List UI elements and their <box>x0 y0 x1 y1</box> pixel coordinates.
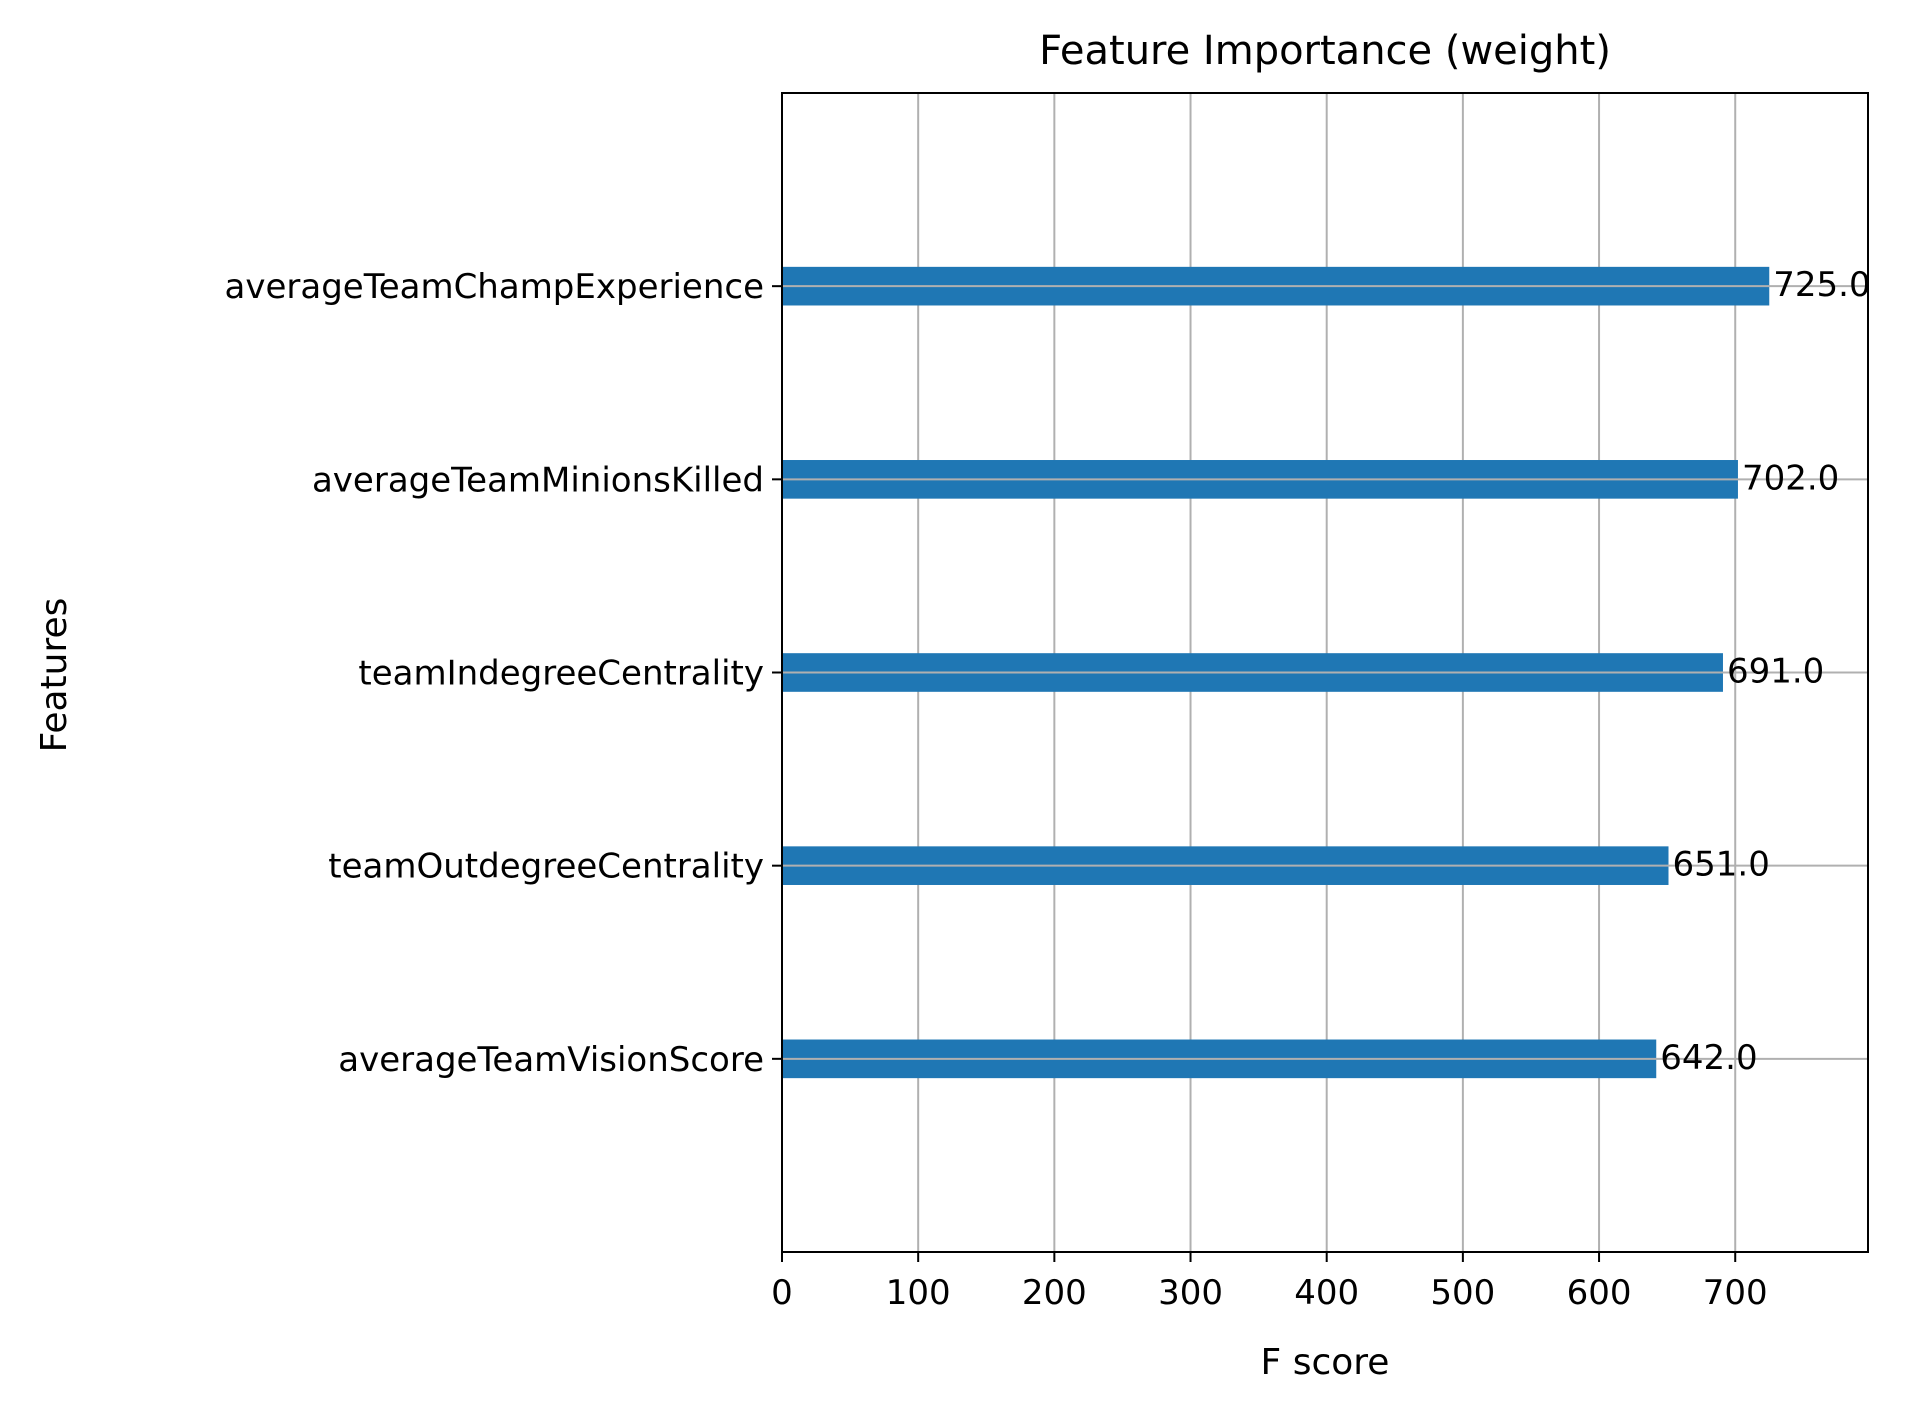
x-tick-label: 0 <box>771 1273 793 1313</box>
y-axis-ticks: averageTeamVisionScore teamOutdegreeCentr… <box>225 267 782 1080</box>
y-tick-label: averageTeamVisionScore <box>338 1040 764 1080</box>
bar-value-label: 691.0 <box>1727 652 1824 692</box>
x-tick-label: 700 <box>1703 1273 1768 1313</box>
x-tick-label: 100 <box>886 1273 951 1313</box>
y-tick-label: averageTeamMinionsKilled <box>312 460 764 500</box>
y-tick-label: teamOutdegreeCentrality <box>328 847 764 887</box>
chart-title: Feature Importance (weight) <box>1039 28 1611 74</box>
y-tick-label: averageTeamChampExperience <box>225 267 764 307</box>
x-tick-label: 400 <box>1294 1273 1359 1313</box>
horizontal-grid-lines <box>782 285 1868 1060</box>
x-tick-label: 600 <box>1567 1273 1632 1313</box>
bar-value-label: 651.0 <box>1673 845 1770 885</box>
bar-value-label: 642.0 <box>1660 1038 1757 1078</box>
bar-value-label: 702.0 <box>1742 458 1839 498</box>
x-tick-label: 300 <box>1158 1273 1223 1313</box>
x-tick-label: 500 <box>1430 1273 1495 1313</box>
y-axis-label: Features <box>34 598 75 753</box>
bar-value-label: 725.0 <box>1773 265 1870 305</box>
bar-value-labels: 642.0 651.0 691.0 702.0 725.0 <box>1660 265 1870 1078</box>
x-axis-label: F score <box>1261 1342 1390 1383</box>
y-tick-label: teamIndegreeCentrality <box>358 654 764 694</box>
x-tick-label: 200 <box>1022 1273 1087 1313</box>
x-axis-ticks: 0 100 200 300 400 500 600 700 <box>771 1252 1768 1313</box>
